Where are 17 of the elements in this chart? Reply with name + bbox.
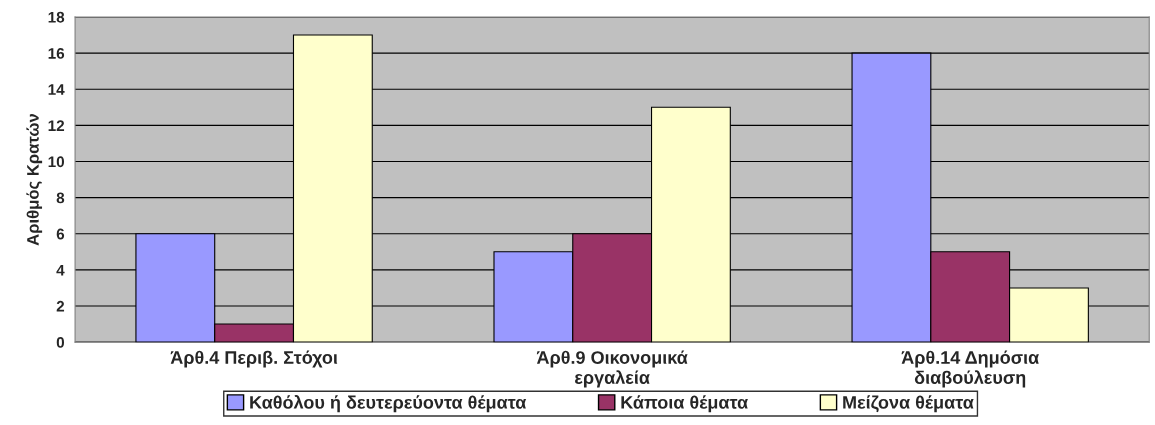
y-tick-label: 12	[48, 120, 65, 131]
y-tick-label: 16	[48, 47, 65, 59]
y-tick-label: 4	[56, 264, 65, 276]
y-tick-label: 8	[56, 192, 65, 204]
legend-label: Μείζονα θέματα	[843, 395, 974, 413]
y-tick-label: 18	[48, 11, 65, 23]
y-axis-title: Αριθμός Κρατών	[26, 114, 43, 246]
y-tick-label: 2	[56, 300, 65, 312]
x-tick-label: Άρθ.14 Δημόσια διαβούλευση	[901, 350, 1039, 388]
legend-label: Κάποια θέματα	[621, 395, 748, 413]
y-tick-label: 10	[48, 156, 65, 168]
x-tick-label: Άρθ.4 Περιβ. Στόχοι	[170, 350, 338, 368]
x-tick-label: Άρθ.9 Οικονομικά εργαλεία	[536, 350, 688, 388]
legend-label: Καθόλου ή δευτερεύοντα θέματα	[250, 395, 527, 413]
y-tick-label: 14	[48, 84, 65, 95]
y-tick-label: 0	[56, 336, 65, 348]
y-tick-label: 6	[56, 228, 65, 240]
